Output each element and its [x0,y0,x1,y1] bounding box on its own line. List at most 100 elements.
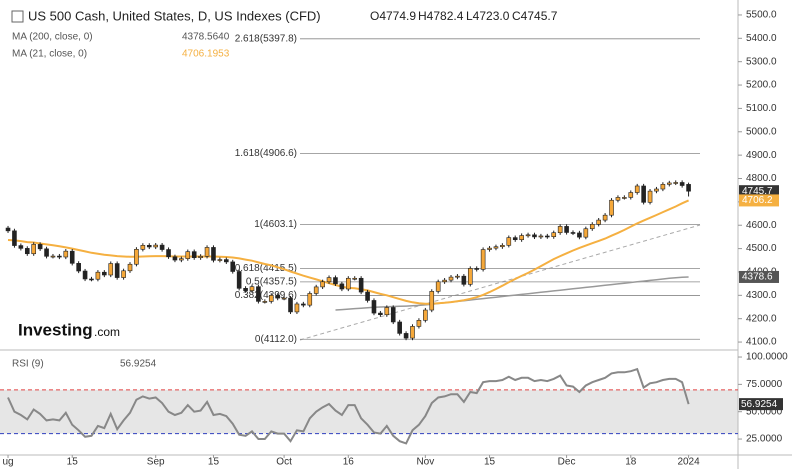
price-tag [739,194,779,207]
candle-body [589,223,595,230]
candle-body [583,228,589,238]
candle-body [121,270,126,278]
candle-body [435,281,441,292]
candle-body [442,279,447,283]
candle-body [153,244,158,248]
candle-body [211,247,216,261]
x-tick-label: ug [2,457,13,468]
candle-body [577,232,582,238]
chart-title: US 500 Cash, United States, D, US Indexe… [28,8,321,23]
price-tag-label: 56.9254 [741,399,778,410]
candle-body [390,307,396,323]
candle-body [256,286,261,302]
candle-body [339,283,345,290]
y-tick-label: 4300.0 [746,290,777,301]
candle-body [564,226,569,233]
candle-body [403,333,409,339]
candle-body [384,307,390,316]
candle-body [429,291,435,311]
y-tick-label: 5500.0 [746,10,777,21]
y-tick-label: 75.0000 [746,379,783,390]
x-tick-label: Oct [276,457,292,468]
candle-body [686,184,691,192]
candle-body [378,312,383,316]
candle-body [114,263,120,278]
candle-body [44,248,49,257]
price-tag [739,185,779,198]
candle-body [480,249,486,270]
candle-body [95,271,101,280]
candle-body [416,320,422,327]
candle-body [609,199,614,216]
fib-label: 1.618(4906.6) [235,148,297,159]
candle-body [198,256,203,259]
legend-value: 4706.1953 [182,49,230,60]
y-tick-label: 4100.0 [746,337,777,348]
candle-body [493,246,499,249]
candle-body [18,245,24,249]
candle-body [628,192,634,198]
candle-body [660,184,666,190]
x-tick-label: Nov [416,457,434,468]
y-tick-label: 4200.0 [746,313,777,324]
ohlc-value: H4782.4 [418,9,464,23]
candle-body [673,182,679,184]
candle-body [63,250,69,258]
candle-body [467,268,473,285]
candle-body [551,232,557,237]
legend-value: 4378.5640 [182,32,230,43]
candle-body [69,250,75,264]
rsi-line [7,367,690,445]
candle-body [474,268,479,270]
candle-body [352,277,358,280]
ohlc-value: O4774.9 [370,9,416,23]
ohlc-value: C4745.7 [512,9,558,23]
candle-body [172,256,178,261]
x-tick-label: 16 [343,457,355,468]
candle-body [236,271,242,289]
candle-body [262,301,268,303]
x-tick-label: 15 [67,457,79,468]
candle-body [230,261,236,272]
x-tick-label: 15 [484,457,496,468]
candle-body [82,270,88,280]
candle-body [602,214,608,221]
candle-body [159,244,165,250]
price-tag-label: 4745.7 [742,186,773,197]
candle-body [134,248,139,265]
trend-line [299,224,701,341]
candle-body [358,277,364,293]
logo: Investing [18,320,93,339]
candle-body [127,263,133,272]
price-tag [739,398,783,411]
rsi-value: 56.9254 [120,359,157,370]
candle-body [519,235,524,241]
candle-body [448,276,454,281]
candle-body [423,309,428,321]
candle-body [622,197,627,199]
candle-body [185,251,191,259]
candle-body [365,291,370,301]
candle-body [140,245,146,250]
candle-body [679,182,685,186]
fib-label: 1(4603.1) [254,219,297,230]
candle-body [204,247,210,257]
x-tick-label: Dec [558,457,576,468]
candle-body [320,281,325,288]
fib-label: 2.618(5397.8) [235,33,297,44]
candle-body [281,297,287,300]
candle-body [634,185,640,193]
candle-body [31,244,37,255]
y-tick-label: 5100.0 [746,103,777,114]
candle-body [57,255,62,258]
candle-body [525,234,531,237]
x-tick-label: 15 [208,457,220,468]
candle-body [570,232,576,234]
y-tick-label: 100.0000 [746,352,788,363]
candle-body [596,219,601,225]
candle-body [455,275,460,278]
candle-body [166,249,171,258]
candle-body [345,277,351,290]
candle-body [217,259,223,261]
